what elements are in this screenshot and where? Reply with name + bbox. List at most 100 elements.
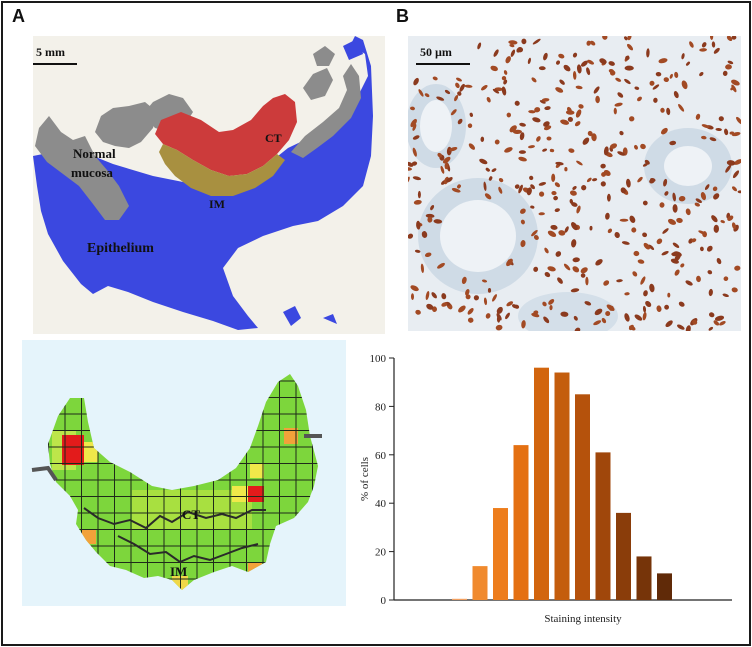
stained-nucleus (527, 57, 531, 65)
stained-nucleus (642, 312, 647, 321)
stained-nucleus (486, 96, 491, 103)
stained-nucleus (624, 313, 630, 322)
stained-nucleus (441, 293, 447, 300)
stained-nucleus (631, 227, 637, 233)
stained-nucleus (637, 96, 642, 102)
stained-nucleus (737, 190, 741, 194)
stained-nucleus (544, 247, 549, 254)
stained-nucleus (593, 320, 602, 326)
stained-nucleus (714, 315, 725, 321)
invasive-margin-line (83, 507, 266, 530)
stained-nucleus (574, 121, 581, 127)
stained-nucleus (648, 244, 655, 251)
stained-nucleus (699, 246, 704, 252)
histogram-bar (452, 598, 467, 600)
stained-nucleus (520, 240, 526, 248)
stained-nucleus (530, 184, 535, 190)
stained-nucleus (557, 277, 563, 284)
stained-nucleus (559, 79, 565, 85)
stained-nucleus (619, 218, 629, 222)
stained-nucleus (663, 178, 668, 187)
stained-nucleus (713, 193, 720, 200)
stained-nucleus (656, 305, 662, 312)
stained-nucleus (468, 143, 476, 150)
stained-nucleus (680, 263, 685, 268)
stained-nucleus (560, 119, 570, 125)
stained-nucleus (645, 300, 652, 308)
stained-nucleus (526, 187, 532, 196)
stained-nucleus (413, 199, 422, 205)
grid-cell-medium (284, 428, 298, 444)
stained-nucleus (681, 80, 688, 90)
stained-nucleus (521, 38, 527, 45)
stained-nucleus (624, 36, 628, 41)
stained-nucleus (558, 53, 565, 59)
stained-nucleus (450, 109, 457, 116)
stained-nucleus (695, 113, 701, 120)
stained-nucleus (731, 79, 740, 86)
stained-nucleus (655, 71, 662, 77)
stained-nucleus (542, 301, 547, 307)
stained-nucleus (619, 130, 624, 136)
stained-nucleus (418, 89, 424, 97)
stained-nucleus (678, 195, 686, 202)
stained-nucleus (649, 283, 655, 293)
stained-nucleus (491, 168, 497, 172)
stained-nucleus (455, 82, 460, 89)
stained-nucleus (506, 301, 514, 307)
stained-nucleus (548, 299, 555, 305)
stained-nucleus (650, 178, 656, 182)
stained-nucleus (669, 73, 673, 79)
stained-nucleus (505, 56, 511, 64)
stained-nucleus (521, 320, 526, 329)
scalebar-label: 50 µm (420, 45, 452, 59)
stained-nucleus (620, 187, 626, 194)
stained-nucleus (531, 77, 537, 83)
stained-nucleus (677, 324, 685, 330)
stained-nucleus (465, 289, 470, 296)
stained-nucleus (652, 84, 660, 90)
tissue-edge (31, 465, 58, 482)
stained-nucleus (485, 313, 491, 319)
stained-nucleus (640, 143, 646, 150)
stained-nucleus (503, 70, 508, 75)
gland-lumen (664, 146, 712, 186)
epithelium-fragment (343, 38, 363, 60)
grid-cell-medium (84, 442, 98, 462)
stained-nucleus (608, 61, 615, 66)
stained-nucleus (637, 176, 643, 183)
stained-nucleus (659, 202, 665, 208)
stained-nucleus (704, 184, 710, 191)
stained-nucleus (731, 84, 737, 93)
stained-nucleus (624, 65, 634, 71)
stained-nucleus (573, 315, 578, 321)
stained-nucleus (605, 212, 610, 220)
stained-nucleus (477, 42, 482, 50)
stained-nucleus (642, 232, 648, 238)
stained-nucleus (568, 148, 575, 153)
stained-nucleus (571, 239, 577, 248)
stained-nucleus (725, 64, 732, 70)
histogram-bar (575, 394, 590, 600)
stained-nucleus (667, 292, 671, 298)
stained-nucleus (575, 109, 582, 118)
normal-mucosa-label: Normal (73, 146, 116, 161)
stained-nucleus (633, 250, 640, 257)
stained-nucleus (595, 259, 603, 266)
stained-nucleus (558, 230, 566, 236)
stained-nucleus (520, 208, 526, 214)
stained-nucleus (616, 279, 623, 283)
micrograph-panel: 50 µm (408, 36, 741, 331)
stained-nucleus (672, 192, 676, 202)
stained-nucleus (551, 173, 556, 182)
stained-nucleus (532, 117, 541, 123)
stained-nucleus (709, 137, 717, 142)
epithelium-fragment (323, 314, 337, 324)
y-tick-label: 100 (370, 353, 387, 365)
stained-nucleus (706, 245, 713, 252)
stained-nucleus (492, 294, 497, 302)
stained-nucleus (726, 160, 736, 166)
grid-heatmap-panel: CT IM (22, 340, 346, 606)
stained-nucleus (543, 316, 550, 324)
stained-nucleus (465, 294, 471, 300)
